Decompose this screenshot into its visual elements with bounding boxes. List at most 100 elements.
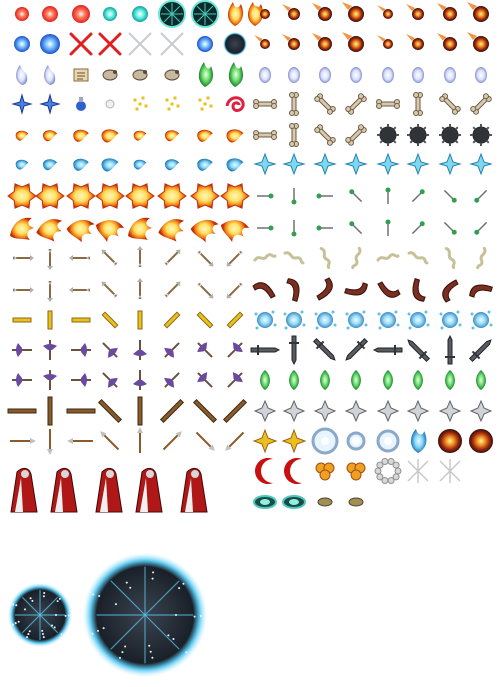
red-x-icon [98,32,122,56]
smoke-puff-icon [346,462,366,481]
bolt-icon [137,310,143,330]
dart-icon [385,219,391,236]
meteor-icon [254,5,270,19]
bone-icon [314,124,336,146]
caped-figure-icon [180,467,208,513]
blue-star-icon [39,93,61,115]
shuriken-icon [344,399,368,423]
ghost-flame-icon [16,65,28,85]
leaf-icon [476,370,486,390]
bolt-icon [101,311,119,329]
arrow-icon [137,278,143,300]
sword-icon [289,335,299,366]
red-orb-icon [15,7,29,21]
dart-icon [349,221,363,235]
fire-burst-icon [220,220,250,243]
splash-icon [470,310,493,330]
axe-icon [197,342,213,358]
fire-burst-icon [36,219,63,242]
worm-icon [283,251,305,265]
ring-icon [346,431,366,451]
shuriken-icon [253,399,277,423]
bolt-icon [12,317,32,323]
leaf-icon [413,370,423,390]
fire-burst-icon [10,217,34,240]
iceball-icon [101,158,119,172]
shuriken-icon [406,399,430,423]
ice-shard-icon [253,152,277,176]
meteor-icon [312,33,332,51]
orange-blast-icon [438,429,462,453]
axe-icon [133,340,147,360]
dart-icon [474,221,488,235]
dart-icon [257,225,274,231]
splash-icon [407,310,430,330]
boomerang-icon [344,282,368,296]
shuriken-icon [376,399,400,423]
worm-icon [476,246,487,270]
shuriken-icon [438,399,462,423]
spear-icon [195,431,215,451]
bolt-icon [226,311,244,329]
iceball-icon [42,159,58,171]
bone-icon [439,93,461,115]
meteor-icon [406,34,424,50]
arrow-icon [226,282,243,299]
iceball-icon [73,158,89,171]
arrow-icon [47,248,53,270]
fireball-icon [133,130,147,141]
sword-icon [250,345,281,355]
dark-portal-icon [223,32,247,56]
red-orb-icon [72,5,90,23]
scroll-icon [73,68,89,82]
bone-icon [253,99,277,109]
worm-icon [376,253,400,262]
pearl-icon [105,99,115,109]
potion-icon [76,97,86,111]
arrow-icon [69,287,91,293]
arrow-icon [197,250,214,267]
axe-icon [12,373,32,387]
dart-icon [411,189,425,203]
boomerang-icon [442,279,459,303]
worm-icon [319,246,331,270]
sword-icon [407,339,431,363]
iceball-icon [15,159,29,170]
bolt-icon [196,311,214,329]
staff-icon [137,396,143,426]
caped-figure-icon [135,467,163,513]
spark-icon [252,428,278,454]
worm-icon [444,246,456,270]
explosion-icon [220,183,250,209]
smoke-ring-icon [374,457,402,485]
mace-icon [377,124,399,146]
wisp-icon [319,67,331,83]
dart-icon [291,188,297,205]
gold-sparkle-icon [133,96,148,111]
spear-icon [100,431,120,451]
spear-icon [10,438,36,444]
dart-icon [316,225,333,231]
red-crescent-icon [255,458,273,484]
worm-icon [351,246,362,270]
splash-icon [314,310,337,330]
caped-figure-icon [95,467,123,513]
staff-icon [192,398,218,424]
spear-icon [162,431,182,451]
fireball-icon [42,130,58,142]
caped-figure-icon [10,467,38,513]
explosion-icon [7,183,37,209]
dart-icon [474,189,488,203]
spear-icon [67,438,93,444]
ice-shard-icon [282,152,306,176]
meteor-icon [467,32,489,52]
leaf-icon [383,370,393,390]
arrow-icon [164,249,181,266]
wisp-icon [412,67,424,83]
arrow-icon [197,282,214,299]
splash-icon [377,310,400,330]
meteor-icon [377,5,393,19]
shuriken-icon [469,399,493,423]
leaf-icon [260,370,270,390]
dart-icon [257,193,274,199]
